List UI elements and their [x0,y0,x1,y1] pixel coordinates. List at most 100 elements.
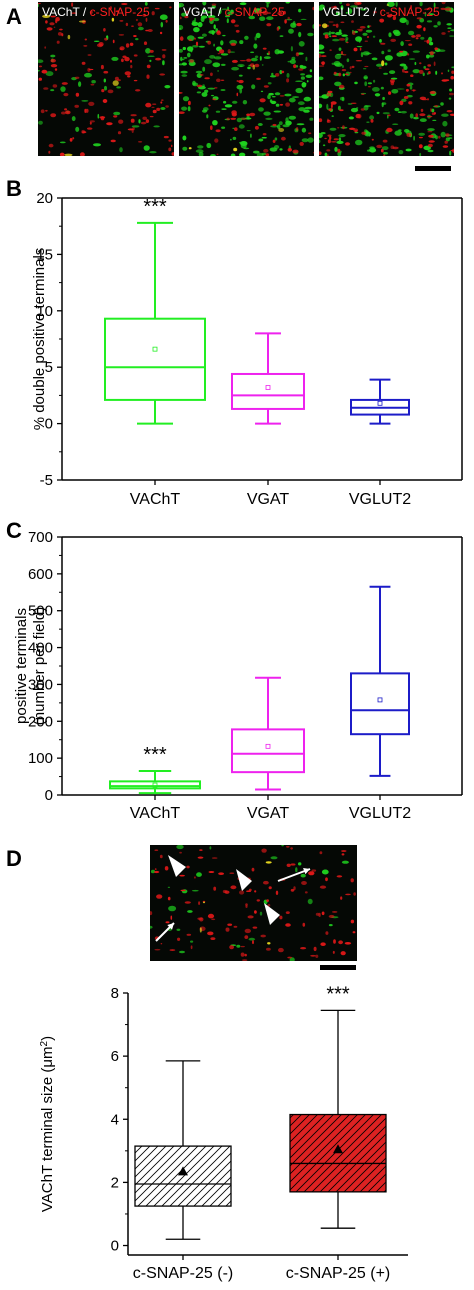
puncta [42,14,51,18]
puncta [319,51,325,54]
puncta [131,125,140,128]
puncta [376,144,383,149]
puncta [328,21,334,23]
puncta [125,43,130,48]
puncta [399,17,407,24]
puncta [71,116,76,122]
puncta [423,65,426,69]
puncta [203,107,209,112]
puncta [49,22,55,26]
puncta [309,69,313,73]
puncta [371,57,378,61]
puncta [267,94,271,100]
puncta [423,27,426,32]
puncta [396,88,405,90]
micrograph-texture [179,2,314,156]
puncta [266,23,272,27]
puncta [278,947,284,953]
puncta [150,911,153,916]
puncta [181,106,188,111]
puncta [331,62,336,65]
puncta [213,24,216,30]
puncta [186,865,190,869]
puncta [206,142,212,149]
puncta [422,72,425,77]
puncta [328,108,332,111]
puncta [374,93,381,97]
puncta [263,148,269,153]
puncta [50,89,55,92]
puncta [202,901,206,904]
puncta [337,148,341,153]
puncta [252,64,256,70]
puncta [275,73,280,77]
puncta [160,107,166,110]
puncta [257,123,263,126]
y-tick-label: 100 [28,750,53,767]
puncta [110,139,116,143]
puncta [147,55,155,57]
puncta [217,52,220,55]
puncta [286,78,290,83]
puncta [382,139,388,143]
puncta [41,69,48,74]
puncta [285,923,291,927]
puncta [340,87,344,89]
puncta [424,68,430,71]
puncta [107,89,114,94]
puncta [122,55,127,59]
puncta [306,80,309,83]
puncta [330,101,337,105]
puncta [324,152,328,156]
puncta [159,14,168,20]
puncta [242,100,248,105]
puncta [336,140,344,144]
puncta [348,116,354,120]
puncta [341,65,344,68]
puncta [408,101,413,105]
puncta [428,134,434,138]
puncta [440,102,444,106]
puncta [419,118,427,122]
puncta [319,44,325,50]
puncta [245,905,248,908]
puncta [274,145,280,149]
puncta [441,72,443,75]
scale-bar-a [415,166,451,171]
puncta [164,866,169,871]
y-tick-label: 400 [28,640,53,657]
puncta [244,935,249,939]
puncta [254,63,260,68]
caption-marker: VGAT [183,5,215,19]
puncta [130,64,133,69]
puncta [288,28,294,34]
puncta [298,8,302,13]
puncta [429,91,436,94]
puncta [308,132,312,135]
puncta [253,150,260,154]
puncta [196,91,202,94]
puncta [83,45,88,47]
puncta [412,50,420,53]
puncta [184,15,189,19]
puncta [97,113,100,119]
puncta [295,127,299,131]
puncta [365,52,372,55]
puncta [244,35,249,40]
puncta [213,43,215,47]
puncta [145,17,148,22]
puncta [276,26,280,31]
puncta [329,49,332,52]
puncta [254,55,259,59]
puncta [292,20,296,26]
puncta [220,79,225,82]
puncta [64,153,73,156]
puncta [192,82,199,87]
puncta [327,154,329,156]
puncta [433,112,436,115]
puncta [441,113,449,117]
puncta [331,141,337,143]
puncta [127,75,131,78]
puncta [251,867,255,872]
puncta [301,82,307,88]
